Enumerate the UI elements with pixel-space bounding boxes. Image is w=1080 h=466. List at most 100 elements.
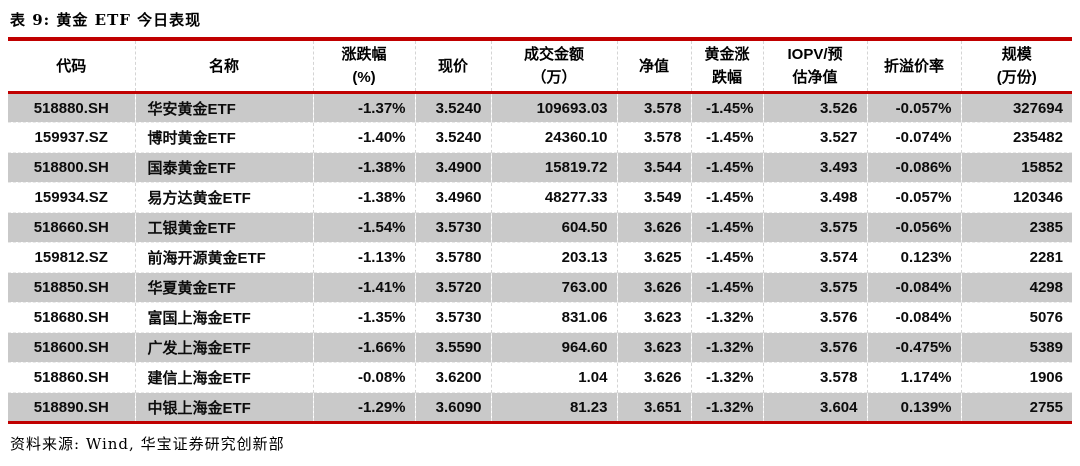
table-cell: -1.38% <box>312 152 415 183</box>
column-header-line2: (万份) <box>996 69 1037 86</box>
table-cell: 159937.SZ <box>8 122 135 153</box>
column-header-line1: 净值 <box>638 57 669 75</box>
column-header-line2: 估净值 <box>792 69 838 86</box>
table-cell: 3.574 <box>762 242 867 273</box>
table-cell: 3.4900 <box>414 152 491 183</box>
table-cell: 3.549 <box>616 182 691 213</box>
table-cell: 3.626 <box>616 212 691 243</box>
column-header-line2: (%) <box>352 69 376 86</box>
table-row: 518600.SH 广发上海金ETF -1.66% 3.5590 964.60 3.623… <box>8 332 1072 363</box>
table-cell: -1.37% <box>312 92 415 123</box>
table-cell: 159934.SZ <box>8 182 135 213</box>
table-cell: 3.6090 <box>414 392 491 424</box>
column-header-line1: 折溢价率 <box>883 57 944 75</box>
table-cell: 235482 <box>960 122 1072 153</box>
table-cell: 831.06 <box>490 302 617 333</box>
column-header-line1: 代码 <box>56 57 87 75</box>
table-cell: 易方达黄金ETF <box>134 182 313 213</box>
table-cell: 518890.SH <box>8 392 135 424</box>
source-note: 资料来源: Wind, 华宝证券研究创新部 <box>10 435 285 453</box>
column-header: IOPV/预 估净值 <box>762 39 867 94</box>
table-cell: -1.32% <box>690 302 763 333</box>
table-cell: 3.5780 <box>414 242 491 273</box>
table-cell: 3.626 <box>616 272 691 303</box>
table-cell: 518800.SH <box>8 152 135 183</box>
column-header-line1: 名称 <box>208 57 239 75</box>
table-cell: 3.604 <box>762 392 867 424</box>
table-cell: 0.139% <box>866 392 961 424</box>
column-header: 黄金涨 跌幅 <box>690 39 763 94</box>
table-title: 表 9: 黄金 ETF 今日表现 <box>10 11 202 29</box>
table-cell: 3.576 <box>762 332 867 363</box>
table-cell: -1.45% <box>690 92 763 123</box>
table-cell: -0.056% <box>866 212 961 243</box>
table-row: 159934.SZ 易方达黄金ETF -1.38% 3.4960 48277.33 3.5… <box>8 182 1072 213</box>
table-cell: 华夏黄金ETF <box>134 272 313 303</box>
column-header-line1: 涨跌幅 <box>341 46 387 63</box>
table-cell: -1.45% <box>690 122 763 153</box>
column-header: 折溢价率 <box>866 39 961 94</box>
table-cell: 3.4960 <box>414 182 491 213</box>
table-row: 518890.SH 中银上海金ETF -1.29% 3.6090 81.23 3.651-… <box>8 392 1072 424</box>
table-cell: 3.623 <box>616 332 691 363</box>
table-cell: 81.23 <box>490 392 617 424</box>
table-cell: -1.35% <box>312 302 415 333</box>
table-cell: 前海开源黄金ETF <box>134 242 313 273</box>
table-cell: 建信上海金ETF <box>134 362 313 393</box>
table-cell: 1906 <box>960 362 1072 393</box>
table-cell: 3.623 <box>616 302 691 333</box>
column-header: 涨跌幅 (%) <box>312 39 415 94</box>
table-cell: 3.651 <box>616 392 691 424</box>
table-cell: 1.04 <box>490 362 617 393</box>
table-cell: 广发上海金ETF <box>134 332 313 363</box>
table-cell: 15819.72 <box>490 152 617 183</box>
table-cell: 工银黄金ETF <box>134 212 313 243</box>
table-row: 518680.SH 富国上海金ETF -1.35% 3.5730 831.06 3.623… <box>8 302 1072 333</box>
table-cell: -1.45% <box>690 182 763 213</box>
table-cell: 3.5730 <box>414 302 491 333</box>
table-cell: 203.13 <box>490 242 617 273</box>
table-cell: -1.45% <box>690 152 763 183</box>
table-cell: 3.493 <box>762 152 867 183</box>
table-cell: 3.578 <box>616 92 691 123</box>
table-cell: 3.498 <box>762 182 867 213</box>
table-row: 518850.SH 华夏黄金ETF -1.41% 3.5720 763.00 3.626-… <box>8 272 1072 303</box>
table-cell: 1.174% <box>866 362 961 393</box>
table-cell: -1.29% <box>312 392 415 424</box>
table-cell: 3.576 <box>762 302 867 333</box>
table-cell: -0.084% <box>866 272 961 303</box>
table-cell: 604.50 <box>490 212 617 243</box>
table-cell: -0.057% <box>866 182 961 213</box>
table-cell: -1.32% <box>690 332 763 363</box>
table-cell: 15852 <box>960 152 1072 183</box>
table-cell: -0.08% <box>312 362 415 393</box>
table-cell: 518600.SH <box>8 332 135 363</box>
table-cell: -1.32% <box>690 362 763 393</box>
column-header-line2: 跌幅 <box>711 69 742 86</box>
table-cell: 518660.SH <box>8 212 135 243</box>
table-cell: 518850.SH <box>8 272 135 303</box>
table-cell: 3.575 <box>762 212 867 243</box>
table-cell: 3.578 <box>762 362 867 393</box>
table-cell: 763.00 <box>490 272 617 303</box>
table-cell: 博时黄金ETF <box>134 122 313 153</box>
table-row: 518880.SH 华安黄金ETF -1.37% 3.5240 109693.03 3.5… <box>8 92 1072 123</box>
etf-table: 代码 名称 涨跌幅 (%) 现价 成交金额 （万） 净值 黄金涨 跌幅 IOPV/预 估净值 折溢价率规… <box>8 37 1072 424</box>
column-header: 名称 <box>134 39 313 94</box>
table-cell: 3.526 <box>762 92 867 123</box>
column-header-line1: 黄金涨 <box>704 46 750 63</box>
table-cell: 964.60 <box>490 332 617 363</box>
table-cell: 富国上海金ETF <box>134 302 313 333</box>
table-row: 518800.SH 国泰黄金ETF -1.38% 3.4900 15819.72 3.54… <box>8 152 1072 183</box>
table-row: 518660.SH 工银黄金ETF -1.54% 3.5730 604.50 3.626-… <box>8 212 1072 243</box>
table-cell: -1.32% <box>690 392 763 424</box>
column-header-line1: 成交金额 <box>523 46 584 63</box>
table-cell: 3.6200 <box>414 362 491 393</box>
table-cell: -0.084% <box>866 302 961 333</box>
column-header-line1: 现价 <box>437 57 468 75</box>
table-cell: -1.13% <box>312 242 415 273</box>
table-cell: 3.578 <box>616 122 691 153</box>
table-cell: 120346 <box>960 182 1072 213</box>
table-cell: 5076 <box>960 302 1072 333</box>
